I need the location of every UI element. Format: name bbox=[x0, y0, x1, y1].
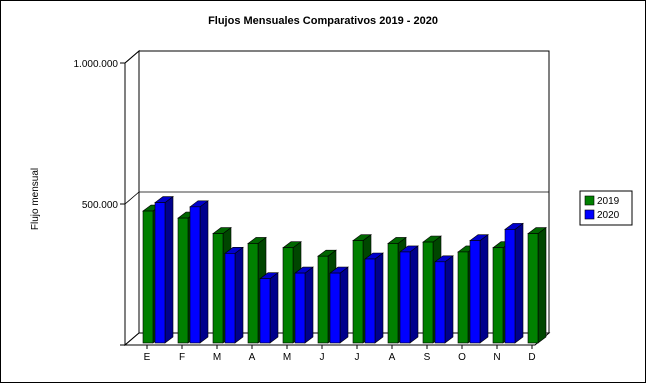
bar-2020-9 bbox=[434, 255, 454, 344]
x-tick-label: M bbox=[283, 352, 291, 363]
bar-2020-7 bbox=[364, 252, 384, 344]
x-tick-label: A bbox=[389, 352, 396, 363]
y-axis-label: Flujo mensual bbox=[30, 168, 41, 230]
legend-swatch-2020 bbox=[584, 209, 595, 220]
y-axis-ticks: 500.000 1.000.000 bbox=[74, 50, 549, 346]
bar-2020-3 bbox=[224, 246, 244, 344]
legend-swatch-2019 bbox=[584, 195, 595, 206]
bar-2020-10 bbox=[469, 234, 489, 344]
bar-2020-2 bbox=[189, 200, 209, 344]
bar-2020-1 bbox=[154, 195, 174, 344]
x-tick-label: J bbox=[355, 352, 360, 363]
x-tick-label: M bbox=[213, 352, 221, 363]
bar-2020-8 bbox=[399, 245, 419, 344]
x-tick-label: N bbox=[493, 352, 500, 363]
bar-2019-12 bbox=[527, 227, 547, 344]
x-tick-label: D bbox=[528, 352, 535, 363]
legend-label-2019: 2019 bbox=[597, 196, 620, 207]
x-tick-label: J bbox=[320, 352, 325, 363]
bar-2020-11 bbox=[504, 222, 524, 344]
gridline bbox=[124, 191, 549, 205]
bar-2020-6 bbox=[329, 266, 349, 344]
x-tick-label: E bbox=[144, 352, 151, 363]
x-tick-label: A bbox=[249, 352, 256, 363]
bar-2020-4 bbox=[259, 272, 279, 344]
y-tick-label: 1.000.000 bbox=[74, 59, 119, 70]
y-tick-label: 500.000 bbox=[82, 200, 119, 211]
chart-title: Flujos Mensuales Comparativos 2019 - 202… bbox=[208, 15, 438, 27]
x-tick-label: S bbox=[424, 352, 431, 363]
bar-2020-5 bbox=[294, 266, 314, 344]
gridline bbox=[124, 50, 549, 64]
legend: 2019 2020 bbox=[579, 190, 633, 226]
x-tick-label: O bbox=[458, 352, 466, 363]
bars-group bbox=[142, 195, 547, 344]
x-tick-label: F bbox=[179, 352, 185, 363]
legend-label-2020: 2020 bbox=[597, 210, 620, 221]
